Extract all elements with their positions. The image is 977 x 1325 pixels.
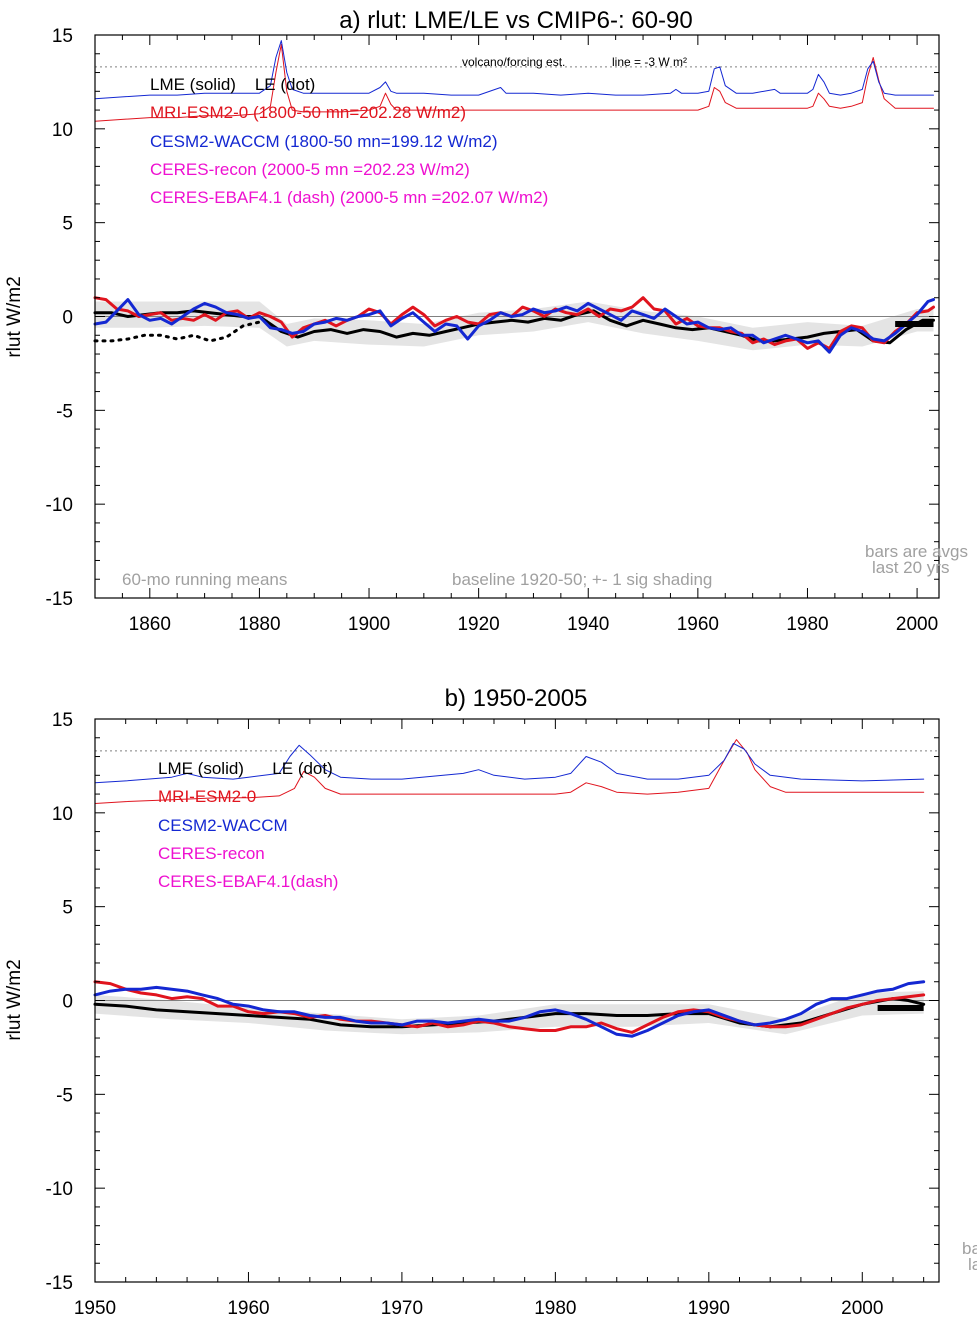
panel-a-x-tick-label: 1900 (348, 614, 390, 635)
panel-b-legend-ceres-recon: CERES-recon (158, 844, 265, 863)
panel-b-series-mri-esm2-0 (93, 980, 926, 1034)
panel-b-chart: 1950 1960 1970 1980 1990 2000 -15 -10 -5 0 5 10 15 b… (4, 685, 977, 1319)
panel-a-legend-ceres-recon: CERES-recon (2000-5 mn =202.23 W/m2) (150, 160, 470, 179)
panel-a-sigma-shading (95, 301, 934, 351)
panel-b-bars-note-1: ba (962, 1239, 977, 1258)
panel-a-bars-note-2: last 20 yrs (872, 558, 949, 577)
panel-a-x-tick-label: 1960 (677, 614, 719, 635)
panel-a-y-tick-label: -15 (46, 589, 73, 610)
panel-b-y-tick-label: -10 (46, 1179, 73, 1200)
panel-b-title: b) 1950-2005 (445, 685, 588, 712)
panel-a-x-tick-label: 2000 (896, 614, 938, 635)
panel-a-x-tick-label: 1940 (567, 614, 609, 635)
panel-a-chart: 1860 1880 1900 1920 1940 1960 1980 2000 -15 -10 -5… (4, 7, 968, 635)
panel-a-y-tick-label: 0 (62, 308, 73, 329)
panel-a-x-tick-label: 1860 (129, 614, 171, 635)
panel-a-legend-mri: MRI-ESM2-0 (1800-50 mn=202.28 W/m2) (150, 103, 466, 122)
panel-b-y-tick-label: 0 (62, 992, 73, 1013)
panel-a-series-mri-esm2-0-volcano-forcing-est (94, 43, 934, 122)
panel-a-baseline-note: baseline 1920-50; +- 1 sig shading (452, 570, 712, 589)
panel-b-series-mri-esm2-0-volcano-forcing-est (94, 739, 925, 804)
panel-b-x-tick-label: 1980 (534, 1298, 576, 1319)
panel-b-legend-ceres-ebaf: CERES-EBAF4.1(dash) (158, 872, 338, 891)
panel-a-x-tick-label: 1980 (786, 614, 828, 635)
panel-b-bars-note-2: la (968, 1255, 977, 1274)
panel-a-x-tick-label: 1920 (457, 614, 499, 635)
panel-b-series-cesm2-waccm (93, 980, 926, 1038)
panel-b-y-axis-label: rlut W/m2 (4, 959, 25, 1040)
panel-a-legend-ceres-ebaf: CERES-EBAF4.1 (dash) (2000-5 mn =202.07 … (150, 188, 548, 207)
panel-b-x-tick-label: 1990 (688, 1298, 730, 1319)
panel-b-legend-mri: MRI-ESM2-0 (158, 787, 256, 806)
panel-a-legend-lme-le: LME (solid) LE (dot) (150, 75, 315, 94)
panel-a-y-tick-label: 5 (62, 214, 73, 235)
panel-b-y-tick-label: 10 (52, 804, 73, 825)
panel-b-x-tick-label: 2000 (841, 1298, 883, 1319)
panel-a-volcano-label: volcano/forcing est. (462, 55, 565, 69)
panel-b-series-cesm2-waccm-volcano-forcing-est (94, 742, 925, 784)
panel-a-x-tick-label: 1880 (238, 614, 280, 635)
panel-b-sigma-shading (95, 991, 924, 1035)
panel-b-legend-lme-le: LME (solid) LE (dot) (158, 759, 333, 778)
panel-a-series-cesm2-waccm (93, 298, 935, 354)
panel-a-y-tick-label: 10 (52, 120, 73, 141)
panel-b-y-tick-label: -15 (46, 1273, 73, 1294)
panel-b-legend-cesm: CESM2-WACCM (158, 816, 288, 835)
panel-a-running-means-note: 60-mo running means (122, 570, 287, 589)
panel-b-x-tick-label: 1950 (74, 1298, 116, 1319)
panel-a-title: a) rlut: LME/LE vs CMIP6-: 60-90 (339, 7, 692, 34)
panel-a-series-cesm2-waccm-volcano-forcing-est (94, 40, 934, 100)
panel-a-y-tick-label: -10 (46, 495, 73, 516)
panel-a-legend-cesm: CESM2-WACCM (1800-50 mn=199.12 W/m2) (150, 132, 498, 151)
panel-b-y-tick-label: -5 (56, 1085, 73, 1106)
panel-b-y-tick-label: 15 (52, 710, 73, 731)
panel-a-y-tick-label: -5 (56, 401, 73, 422)
panel-b-x-tick-label: 1970 (381, 1298, 423, 1319)
panel-a-y-tick-label: 15 (52, 26, 73, 47)
panel-a-y-axis-label: rlut W/m2 (4, 276, 25, 357)
panel-a-volcano-line-label: line = -3 W m² (612, 55, 687, 69)
panel-a-bars-note-1: bars are avgs (865, 542, 968, 561)
panel-b-x-tick-label: 1960 (227, 1298, 269, 1319)
panel-b-y-tick-label: 5 (62, 898, 73, 919)
